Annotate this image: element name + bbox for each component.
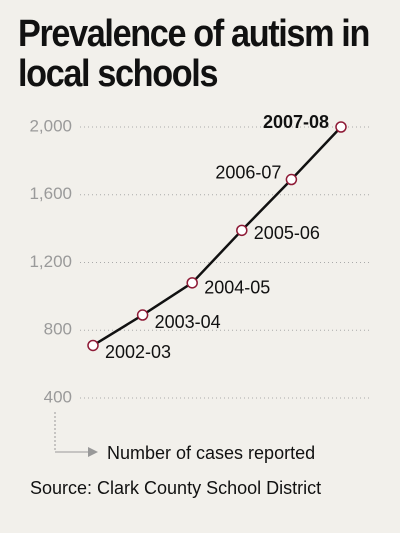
- point-label: 2006-07: [215, 162, 281, 182]
- y-tick-label: 1,600: [29, 184, 72, 203]
- y-tick-label: 400: [44, 387, 72, 406]
- y-tick-label: 2,000: [29, 116, 72, 135]
- arrow-head: [88, 447, 98, 457]
- y-tick-label: 800: [44, 320, 72, 339]
- source: Source: Clark County School District: [30, 478, 321, 498]
- point-label: 2007-08: [263, 112, 329, 132]
- point-marker: [285, 173, 298, 186]
- point-marker: [87, 339, 99, 352]
- point-label: 2004-05: [204, 278, 270, 298]
- point-label: 2005-06: [254, 223, 320, 243]
- chart-title: Prevalence of autism in local schools: [18, 13, 370, 95]
- y-tick-label: 1,200: [29, 252, 72, 271]
- point-marker: [136, 309, 149, 321]
- point-marker: [186, 277, 198, 289]
- y-axis-label: Number of cases reported: [107, 443, 315, 463]
- point-marker: [335, 121, 347, 133]
- data-line: [92, 126, 342, 347]
- point-label: 2003-04: [155, 312, 221, 332]
- point-label: 2002-03: [105, 342, 171, 362]
- point-marker: [236, 224, 248, 237]
